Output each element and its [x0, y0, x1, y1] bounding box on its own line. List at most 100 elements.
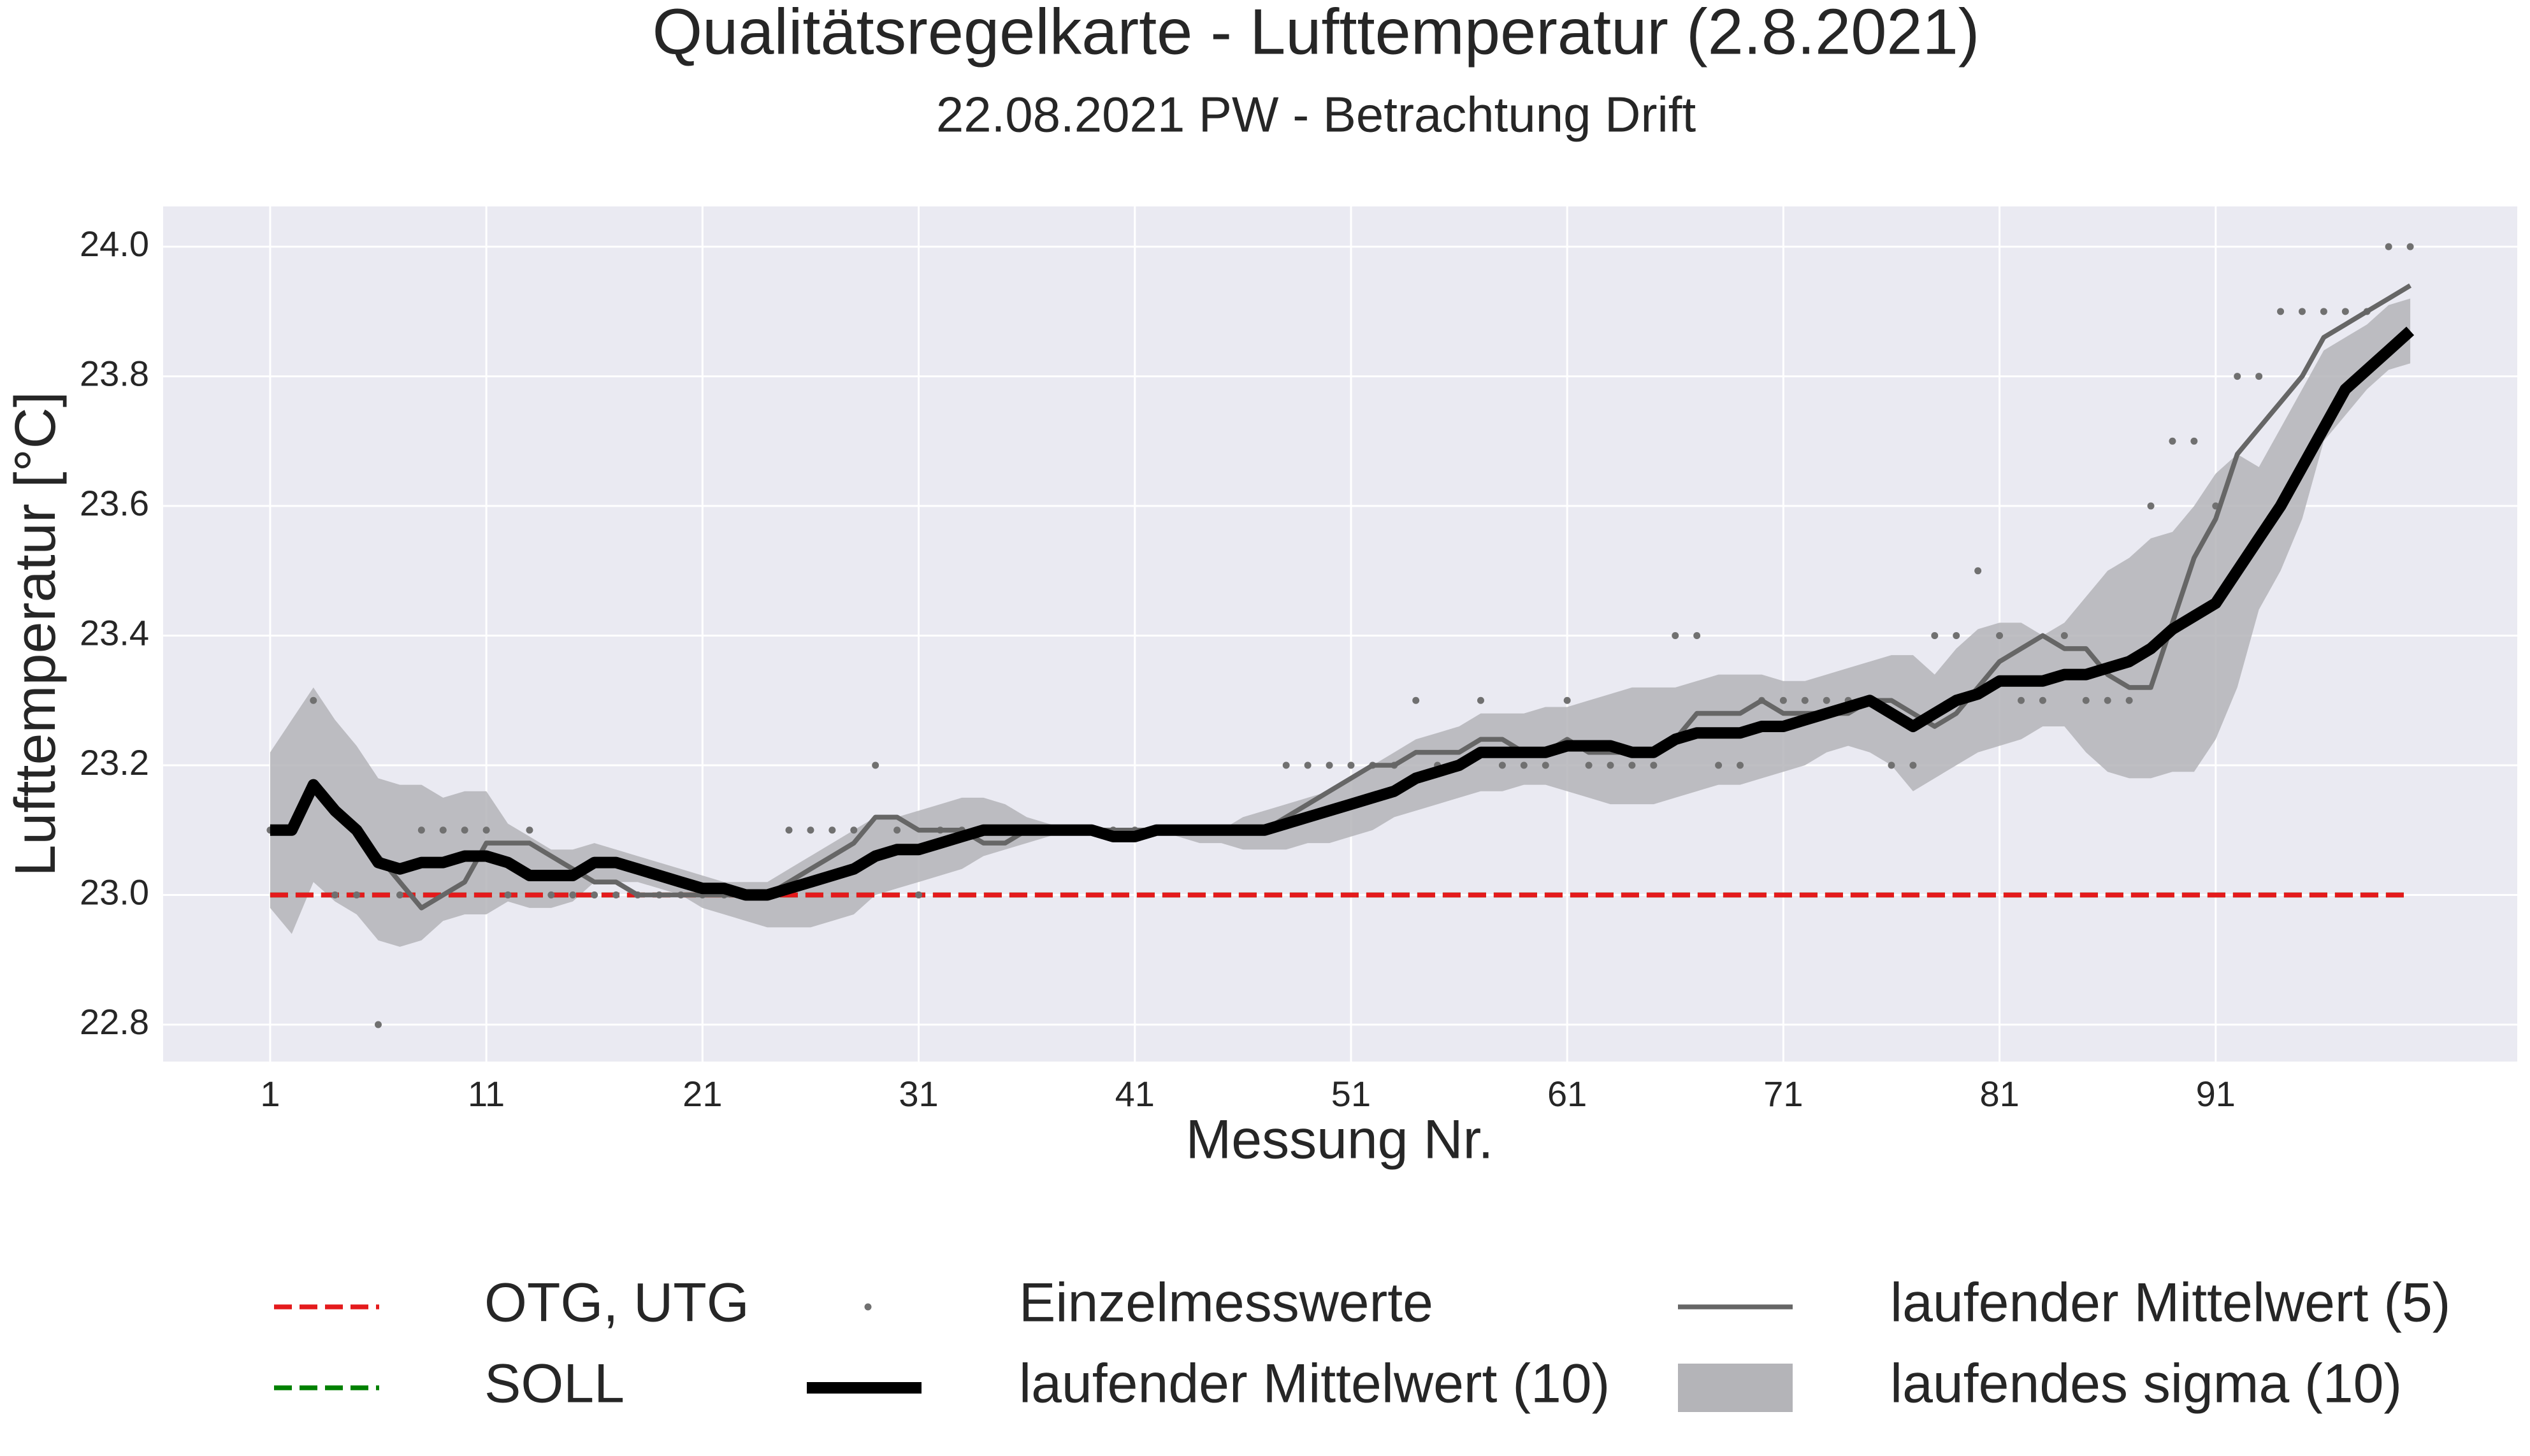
data-point — [1326, 761, 1333, 769]
data-point — [1650, 761, 1658, 769]
data-point — [396, 891, 403, 899]
data-point — [482, 826, 490, 834]
data-point — [2082, 696, 2090, 704]
data-point — [2104, 696, 2111, 704]
line-series — [270, 326, 2415, 901]
data-point — [526, 826, 533, 834]
data-point — [2147, 502, 2155, 510]
legend-item: Einzelmesswerte — [864, 1272, 1433, 1334]
data-point — [1563, 696, 1571, 704]
y-tick-label: 23.4 — [80, 612, 149, 652]
data-point — [2060, 632, 2068, 640]
data-point — [547, 891, 555, 899]
y-tick-label: 22.8 — [80, 1002, 149, 1042]
data-point — [1715, 761, 1723, 769]
data-point — [569, 891, 577, 899]
data-point — [1282, 761, 1290, 769]
data-point — [1347, 761, 1355, 769]
data-point — [439, 826, 447, 834]
data-point — [1477, 696, 1484, 704]
legend-item: OTG, UTG — [274, 1272, 749, 1334]
y-tick-label: 23.0 — [80, 872, 149, 912]
legend-item: laufendes sigma (10) — [1678, 1353, 2402, 1415]
x-axis-label: Messung Nr. — [1186, 1109, 1494, 1171]
data-point — [2125, 696, 2133, 704]
x-tick-label: 1 — [260, 1074, 280, 1114]
data-point — [1672, 632, 1679, 640]
data-point — [2298, 308, 2306, 315]
data-point — [1931, 632, 1939, 640]
x-tick-label: 31 — [899, 1074, 938, 1114]
data-point — [2255, 373, 2263, 380]
y-tick-label: 24.0 — [80, 224, 149, 264]
data-point — [915, 891, 923, 899]
x-tick-label: 61 — [1547, 1074, 1587, 1114]
data-point — [331, 891, 339, 899]
data-point — [2406, 243, 2414, 250]
legend-label: OTG, UTG — [484, 1272, 749, 1334]
y-tick-label: 23.2 — [80, 742, 149, 782]
y-axis-label: Lufttemperatur [°C] — [4, 391, 68, 876]
data-point — [807, 826, 814, 834]
data-point — [893, 826, 901, 834]
data-point — [1304, 761, 1312, 769]
data-point — [1996, 632, 2004, 640]
data-point — [1585, 761, 1593, 769]
data-point — [1801, 696, 1809, 704]
x-tick-label: 11 — [468, 1074, 505, 1114]
data-point — [1888, 761, 1895, 769]
data-point — [2190, 437, 2198, 445]
data-point — [1693, 632, 1701, 640]
data-point — [353, 891, 361, 899]
legend-item: SOLL — [274, 1353, 625, 1415]
legend-label: Einzelmesswerte — [1019, 1272, 1433, 1334]
legend-item: laufender Mittelwert (10) — [807, 1353, 1610, 1415]
data-point — [2018, 696, 2025, 704]
data-point — [310, 696, 317, 704]
data-point — [2169, 437, 2176, 445]
data-point — [504, 891, 512, 899]
data-point — [1953, 632, 1960, 640]
chart-title: Qualitätsregelkarte - Lufttemperatur (2.… — [653, 0, 1980, 68]
legend-swatch — [864, 1303, 872, 1311]
data-point — [1779, 696, 1787, 704]
data-point — [1520, 761, 1528, 769]
data-point — [1542, 761, 1549, 769]
data-point — [591, 891, 598, 899]
x-tick-label: 51 — [1331, 1074, 1371, 1114]
data-point — [1974, 567, 1982, 575]
legend-label: laufender Mittelwert (5) — [1890, 1272, 2450, 1334]
data-point — [1737, 761, 1744, 769]
data-point — [850, 826, 858, 834]
data-point — [828, 826, 836, 834]
x-tick-label: 41 — [1115, 1074, 1155, 1114]
x-tick-label: 71 — [1763, 1074, 1803, 1114]
legend-item: laufender Mittelwert (5) — [1678, 1272, 2450, 1334]
x-tick-label: 21 — [683, 1074, 722, 1114]
data-point — [2385, 243, 2392, 250]
data-point — [785, 826, 793, 834]
data-point — [1607, 761, 1614, 769]
data-point — [2341, 308, 2349, 315]
data-point — [612, 891, 620, 899]
chart-subtitle: 22.08.2021 PW - Betrachtung Drift — [936, 87, 1696, 143]
x-tick-label: 91 — [2196, 1074, 2236, 1114]
data-point — [1909, 761, 1917, 769]
y-tick-label: 23.8 — [80, 353, 149, 393]
data-point — [417, 826, 425, 834]
data-point — [2039, 696, 2046, 704]
legend-swatch — [1678, 1364, 1793, 1412]
line-series — [270, 283, 2412, 911]
legend-label: laufender Mittelwert (10) — [1019, 1353, 1610, 1415]
data-point — [1823, 696, 1830, 704]
legend-label: laufendes sigma (10) — [1890, 1353, 2402, 1415]
data-point — [2277, 308, 2285, 315]
sigma-band — [270, 298, 2411, 947]
data-point — [1412, 696, 1420, 704]
y-tick-label: 23.6 — [80, 483, 149, 523]
data-point — [375, 1021, 382, 1028]
data-point — [461, 826, 468, 834]
data-point — [2320, 308, 2327, 315]
